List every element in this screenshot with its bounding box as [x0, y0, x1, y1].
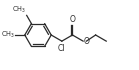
Text: O: O	[84, 37, 89, 46]
Text: CH$_3$: CH$_3$	[12, 5, 26, 15]
Text: Cl: Cl	[58, 44, 66, 53]
Text: O: O	[70, 15, 75, 24]
Text: CH$_3$: CH$_3$	[1, 30, 15, 40]
